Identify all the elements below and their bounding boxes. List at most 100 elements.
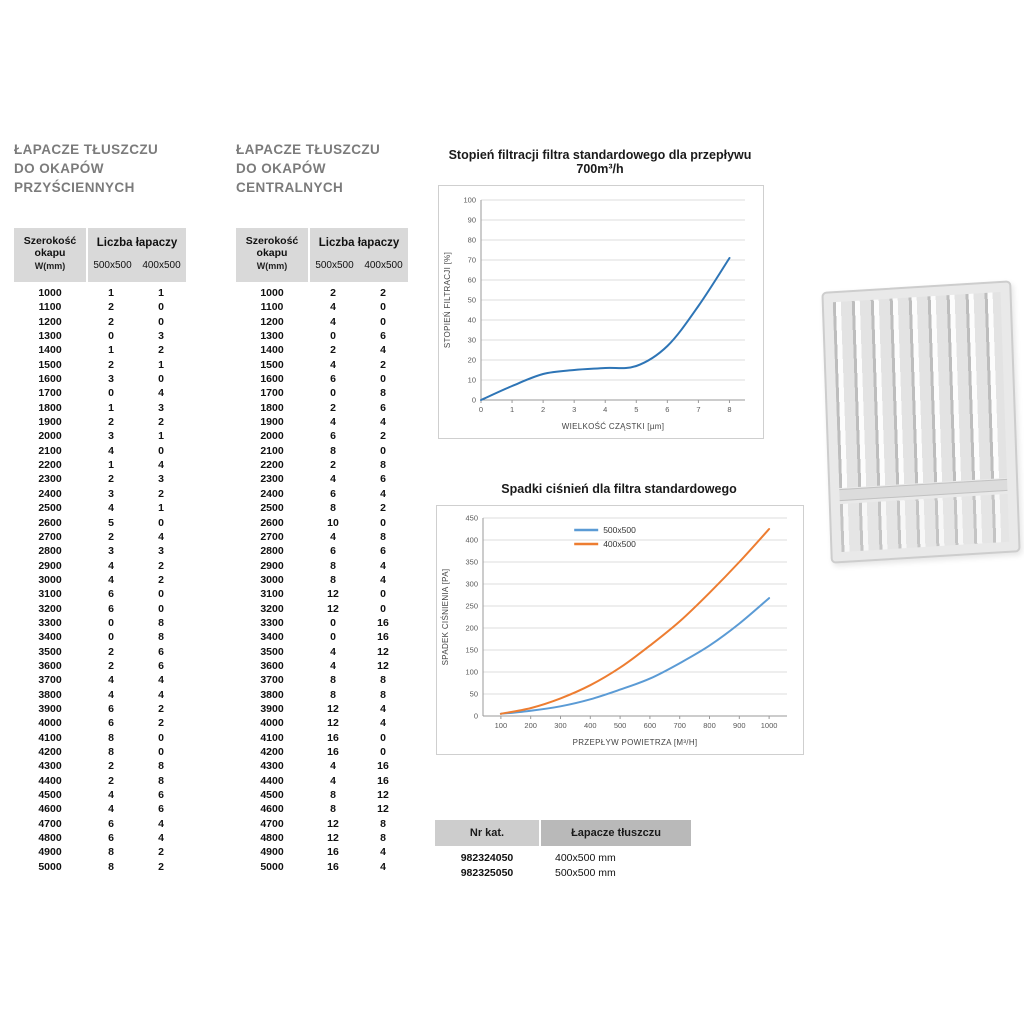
trap-count-cell: 16 <box>377 774 389 787</box>
trap-count-cell: 8 <box>158 774 164 787</box>
hood-width-cell: 2100 <box>38 444 62 457</box>
trap-count-cell: 5 <box>108 516 114 529</box>
trap-count-cell: 4 <box>158 530 164 543</box>
hood-width-cell: 1600 <box>38 373 62 386</box>
svg-text:80: 80 <box>468 236 476 245</box>
trap-count-cell: 0 <box>380 301 386 314</box>
trap-count-cell: 12 <box>377 803 389 816</box>
svg-text:450: 450 <box>465 514 478 523</box>
trap-count-cell: 12 <box>377 645 389 658</box>
hood-width-cell: 2900 <box>38 559 62 572</box>
col-header-400x500: 400x500 <box>142 260 181 271</box>
trap-count-cell: 12 <box>327 602 339 615</box>
svg-text:90: 90 <box>468 216 476 225</box>
trap-count-cell: 6 <box>380 473 386 486</box>
hood-width-cell: 1100 <box>260 301 284 314</box>
table-row: 3900 12 4 <box>236 702 408 716</box>
table-row: 1400 2 4 <box>236 343 408 357</box>
hood-width-cell: 2800 <box>260 545 284 558</box>
grease-filter-photo <box>821 280 1021 564</box>
svg-text:4: 4 <box>603 405 607 414</box>
table-row: 3400 0 8 <box>14 630 186 644</box>
table-row: 2000 6 2 <box>236 429 408 443</box>
trap-count-cell: 1 <box>108 287 114 299</box>
trap-count-cell: 2 <box>108 774 114 787</box>
svg-text:STOPIEŃ FILTRACJI [%]: STOPIEŃ FILTRACJI [%] <box>443 252 452 348</box>
trap-count-cell: 2 <box>158 846 164 859</box>
table-row: 1800 1 3 <box>14 401 186 415</box>
table-row: 5000 8 2 <box>14 860 186 874</box>
trap-count-cell: 8 <box>380 387 386 400</box>
table-row: 1500 4 2 <box>236 358 408 372</box>
hood-width-cell: 2300 <box>38 473 62 486</box>
hood-width-cell: 4100 <box>260 731 284 744</box>
hood-width-cell: 2300 <box>260 473 284 486</box>
table-row: 3800 4 4 <box>14 688 186 702</box>
trap-count-cell: 2 <box>108 645 114 658</box>
trap-count-cell: 0 <box>158 315 164 328</box>
trap-count-cell: 12 <box>327 702 339 715</box>
trap-count-cell: 2 <box>108 760 114 773</box>
hood-width-cell: 1900 <box>38 416 62 429</box>
pressure-drop-chart-svg: 0 50 100 150 200 250 300 350 400 450 100 200 300 400 5… <box>436 505 804 755</box>
filtration-chart-svg: 0 10 20 30 40 50 60 70 80 90 100 0 1 2 3 4 5 6 7 8 WIELKOŚĆ … <box>438 185 764 439</box>
hood-width-cell: 4600 <box>260 803 284 816</box>
trap-count-cell: 2 <box>330 287 336 299</box>
svg-text:500: 500 <box>614 721 627 730</box>
svg-text:30: 30 <box>468 336 476 345</box>
hood-width-cell: 2700 <box>38 530 62 543</box>
svg-text:60: 60 <box>468 276 476 285</box>
trap-count-cell: 6 <box>108 602 114 615</box>
trap-count-cell: 6 <box>108 717 114 730</box>
hood-width-cell: 1700 <box>38 387 62 400</box>
col-header-catalog-number: Nr kat. <box>435 820 539 846</box>
hood-width-cell: 3200 <box>260 602 284 615</box>
svg-text:200: 200 <box>465 624 478 633</box>
table-row: 2600 10 0 <box>236 516 408 530</box>
trap-count-cell: 4 <box>330 774 336 787</box>
col-header-width-unit: W(mm) <box>34 261 66 271</box>
col-header-trap-count: Liczba łapaczy <box>318 237 400 249</box>
hood-width-cell: 3600 <box>260 659 284 672</box>
table-row: 3000 8 4 <box>236 573 408 587</box>
trap-count-cell: 12 <box>377 789 389 802</box>
hood-width-cell: 2500 <box>38 502 62 515</box>
trap-count-cell: 4 <box>380 416 386 429</box>
hood-width-cell: 1200 <box>260 315 284 328</box>
table-row: 4900 16 4 <box>236 845 408 859</box>
svg-text:6: 6 <box>665 405 669 414</box>
trap-count-cell: 4 <box>330 358 336 371</box>
table-row: 1200 2 0 <box>14 315 186 329</box>
trap-count-cell: 2 <box>108 315 114 328</box>
table-row: 1600 3 0 <box>14 372 186 386</box>
trap-count-cell: 0 <box>158 602 164 615</box>
table-row: 3500 2 6 <box>14 645 186 659</box>
trap-count-cell: 2 <box>108 416 114 429</box>
trap-count-cell: 8 <box>380 459 386 472</box>
filter-bottom-slats <box>839 493 1010 553</box>
table-row: 3800 8 8 <box>236 688 408 702</box>
trap-count-cell: 4 <box>108 573 114 586</box>
table-row: 2300 2 3 <box>14 472 186 486</box>
trap-count-cell: 6 <box>330 373 336 386</box>
col-header-hood-width: Szerokość okapu <box>23 235 77 259</box>
trap-count-cell: 2 <box>330 401 336 414</box>
table-row: 3200 12 0 <box>236 602 408 616</box>
catalog-row: 982325050 500x500 mm <box>435 866 691 881</box>
table-row: 3000 4 2 <box>14 573 186 587</box>
hood-width-cell: 1000 <box>260 287 284 299</box>
trap-count-cell: 2 <box>158 573 164 586</box>
trap-count-cell: 8 <box>158 631 164 644</box>
table-row: 1100 2 0 <box>14 300 186 314</box>
svg-text:SPADEK CIŚNIENIA [PA]: SPADEK CIŚNIENIA [PA] <box>441 569 450 666</box>
table-row: 2100 8 0 <box>236 444 408 458</box>
table-row: 2500 8 2 <box>236 501 408 515</box>
hood-width-cell: 1100 <box>38 301 62 314</box>
svg-text:900: 900 <box>733 721 746 730</box>
trap-count-cell: 3 <box>158 473 164 486</box>
trap-count-cell: 2 <box>380 358 386 371</box>
trap-count-cell: 4 <box>108 674 114 687</box>
hood-width-cell: 3600 <box>38 659 62 672</box>
table-row: 2600 5 0 <box>14 516 186 530</box>
table-row: 4700 6 4 <box>14 817 186 831</box>
